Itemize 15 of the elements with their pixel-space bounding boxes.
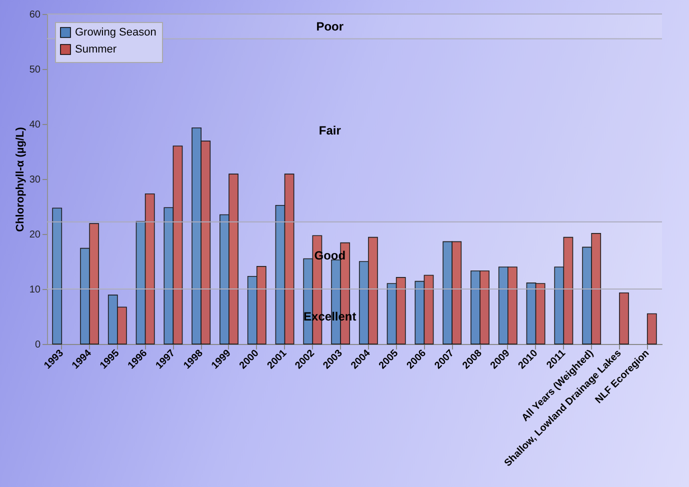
legend-label: Growing Season	[75, 26, 156, 38]
y-tick-label: 50	[29, 64, 41, 76]
band-label: Poor	[316, 19, 344, 34]
bar	[646, 313, 657, 344]
y-tick-label: 0	[34, 340, 41, 350]
legend-label: Summer	[75, 44, 117, 56]
bar	[619, 292, 629, 344]
y-tick-label: 30	[29, 174, 41, 186]
y-tick-label: 40	[29, 120, 41, 130]
band-label: Fair	[318, 123, 342, 138]
y-tick-label: 20	[29, 230, 41, 240]
y-axis-title: Chlorophyll-α (µg/L)	[14, 126, 26, 232]
bar	[52, 208, 62, 344]
y-tick-label: 10	[29, 284, 41, 296]
y-tick-label: 60	[29, 10, 41, 20]
